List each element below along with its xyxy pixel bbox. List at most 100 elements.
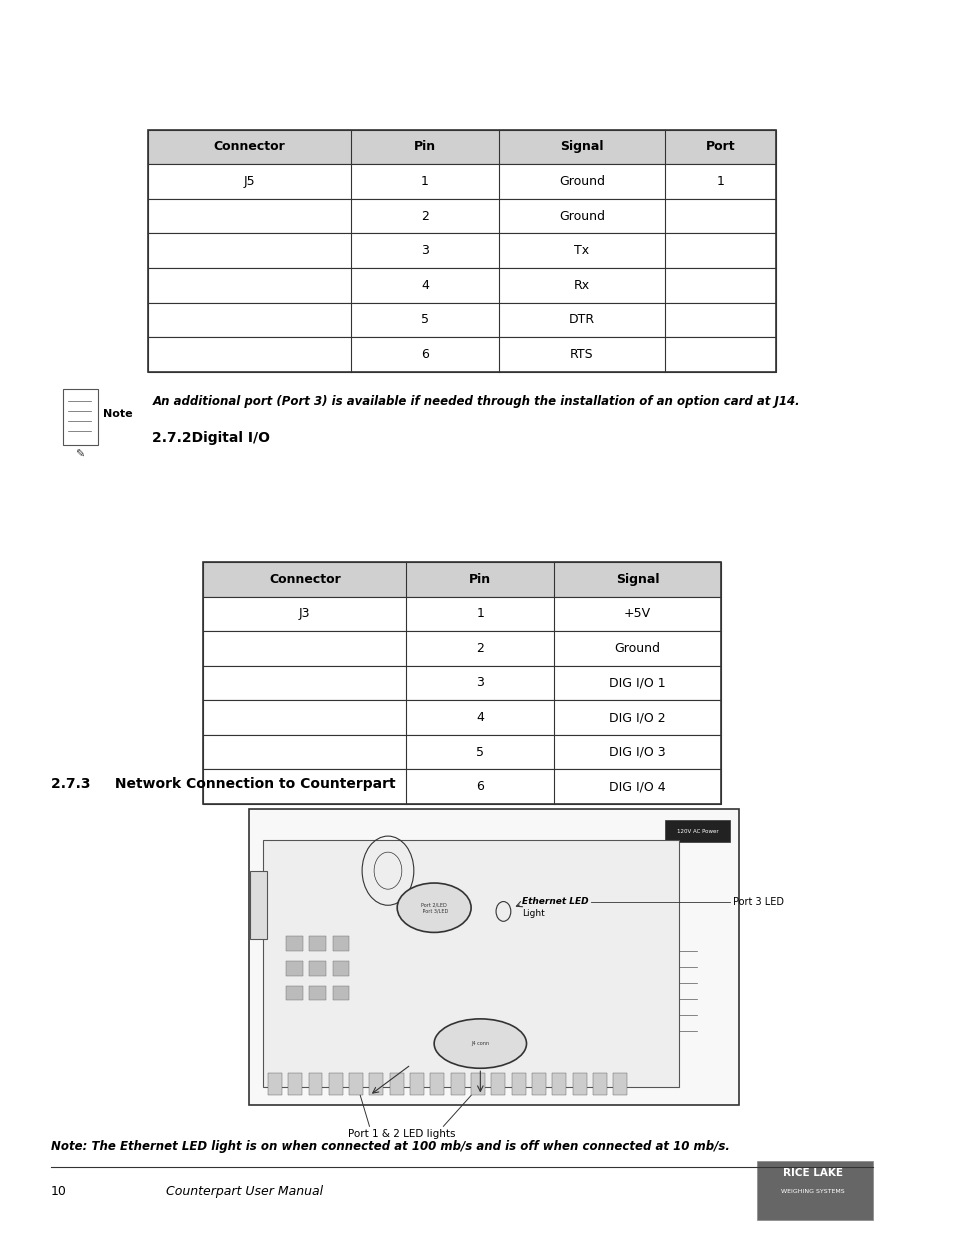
Bar [664,820,729,842]
Bar [471,1073,484,1095]
Text: 4: 4 [420,279,429,291]
Bar [286,961,303,976]
Text: Signal: Signal [559,141,603,153]
Text: J5: J5 [243,175,255,188]
Text: Signal: Signal [615,573,659,585]
Bar [263,840,679,1087]
Bar [148,164,775,199]
Text: Ground: Ground [614,642,659,655]
Bar [203,562,720,597]
Text: 6: 6 [476,781,484,793]
Bar [329,1073,342,1095]
Bar [148,199,775,233]
Bar [511,1073,525,1095]
Text: J3: J3 [299,608,311,620]
Bar [390,1073,403,1095]
Bar [148,233,775,268]
Text: DIG I/O 1: DIG I/O 1 [608,677,665,689]
Text: Port 1 & 2 LED lights: Port 1 & 2 LED lights [348,1129,456,1139]
Text: WEIGHING SYSTEMS: WEIGHING SYSTEMS [781,1189,843,1194]
Bar [148,130,775,164]
Bar [593,1073,606,1095]
Bar [333,986,349,1000]
Bar [430,1073,444,1095]
Bar [203,735,720,769]
Bar [369,1073,383,1095]
Text: Ethernet LED: Ethernet LED [521,897,588,906]
Bar [203,562,720,804]
Text: 2.7.2Digital I/O: 2.7.2Digital I/O [152,431,270,446]
Text: DTR: DTR [568,314,595,326]
Bar [309,936,326,951]
Bar [250,871,267,939]
Bar [203,769,720,804]
Bar [148,268,775,303]
Bar [203,666,720,700]
Bar [532,1073,545,1095]
Text: 4: 4 [476,711,484,724]
Bar [451,1073,464,1095]
Text: 6: 6 [420,348,429,361]
Ellipse shape [396,883,471,932]
Text: 1: 1 [476,608,484,620]
Text: 1: 1 [420,175,429,188]
Bar [309,986,326,1000]
Text: DIG I/O 4: DIG I/O 4 [608,781,665,793]
Bar [491,1073,505,1095]
Text: 2: 2 [476,642,484,655]
Text: J4 conn: J4 conn [471,1041,489,1046]
Text: 3: 3 [420,245,429,257]
Text: Counterpart User Manual: Counterpart User Manual [166,1186,323,1198]
Bar [308,1073,322,1095]
Bar [572,1073,586,1095]
Bar [203,597,720,631]
Bar [349,1073,363,1095]
Bar [613,1073,626,1095]
Text: 2.7.3     Network Connection to Counterpart: 2.7.3 Network Connection to Counterpart [51,777,395,792]
Text: 2: 2 [420,210,429,222]
Text: 3: 3 [476,677,484,689]
Bar [286,986,303,1000]
Text: Pin: Pin [469,573,491,585]
Text: Port: Port [705,141,735,153]
Bar [288,1073,302,1095]
Bar [203,631,720,666]
Text: Light: Light [521,909,544,919]
Bar [148,303,775,337]
Text: Connector: Connector [213,141,285,153]
Bar [757,1161,872,1220]
Text: 5: 5 [476,746,484,758]
Text: +5V: +5V [623,608,650,620]
Text: 10: 10 [51,1186,67,1198]
Text: Connector: Connector [269,573,340,585]
Bar [268,1073,281,1095]
Bar [333,961,349,976]
Bar [333,936,349,951]
Bar [148,337,775,372]
Text: Pin: Pin [414,141,436,153]
Text: ✎: ✎ [74,450,84,459]
Bar [148,130,775,372]
Bar [63,389,98,445]
Text: 1: 1 [716,175,723,188]
Bar [203,700,720,735]
Text: Ground: Ground [558,210,604,222]
Bar [552,1073,566,1095]
Text: Note: The Ethernet LED light is on when connected at 100 mb/s and is off when co: Note: The Ethernet LED light is on when … [51,1140,729,1152]
Bar [249,809,739,1105]
Text: An additional port (Port 3) is available if needed through the installation of a: An additional port (Port 3) is available… [152,395,800,408]
Text: DIG I/O 3: DIG I/O 3 [608,746,665,758]
Text: Port 2/LED
 Port 3/LED: Port 2/LED Port 3/LED [420,903,447,913]
Bar [410,1073,423,1095]
Text: Note: Note [103,409,133,419]
Text: 5: 5 [420,314,429,326]
Text: Ground: Ground [558,175,604,188]
Text: Tx: Tx [574,245,589,257]
Text: DIG I/O 2: DIG I/O 2 [608,711,665,724]
Bar [309,961,326,976]
Text: RICE LAKE: RICE LAKE [782,1168,842,1178]
Bar [286,936,303,951]
Text: Port 3 LED: Port 3 LED [732,897,782,906]
Text: RTS: RTS [570,348,593,361]
Text: 120V AC Power: 120V AC Power [676,829,718,834]
